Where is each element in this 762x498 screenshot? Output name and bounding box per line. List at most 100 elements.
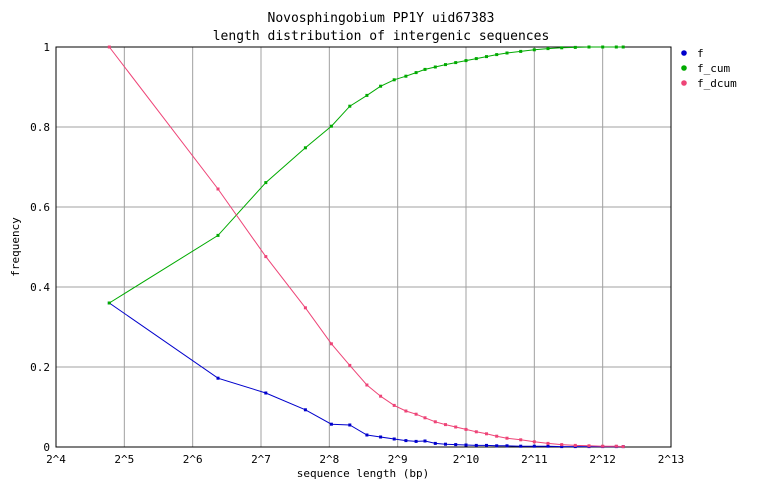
data-point: [365, 433, 369, 437]
data-point: [546, 444, 550, 448]
data-point: [573, 443, 577, 447]
data-point: [454, 443, 458, 447]
data-point: [485, 432, 488, 436]
data-point: [433, 65, 437, 69]
data-point: [107, 301, 111, 305]
data-point: [216, 233, 220, 237]
y-tick-label: 0: [43, 441, 50, 454]
data-point: [519, 444, 523, 448]
data-point: [560, 46, 564, 50]
series-layer: [107, 45, 625, 449]
data-point: [216, 376, 220, 380]
data-point: [454, 61, 458, 65]
data-point: [264, 391, 268, 395]
chart-title: Novosphingobium PP1Y uid67383: [268, 11, 495, 26]
data-point: [303, 408, 307, 412]
legend: f f_cum f_dcum: [681, 47, 737, 90]
data-point: [621, 445, 625, 449]
data-point: [495, 444, 499, 448]
data-point: [365, 383, 369, 387]
data-point: [532, 48, 536, 52]
data-point: [601, 45, 605, 49]
x-tick-label: 2^11: [521, 453, 548, 466]
series-line: [109, 302, 624, 448]
series-f: [107, 301, 625, 449]
data-point: [392, 78, 396, 82]
data-point: [392, 403, 396, 407]
data-point: [532, 444, 536, 448]
data-point: [601, 444, 605, 448]
x-tick-label: 2^10: [453, 453, 480, 466]
data-point: [495, 434, 499, 438]
data-point: [365, 93, 369, 97]
y-tick-label: 0.4: [30, 281, 50, 294]
x-tick-label: 2^8: [319, 453, 339, 466]
data-point: [495, 53, 499, 57]
legend-label: f_cum: [697, 62, 730, 75]
y-tick-label: 0.2: [30, 361, 50, 374]
data-point: [614, 444, 618, 448]
x-tick-label: 2^5: [114, 453, 134, 466]
data-point: [379, 394, 383, 398]
data-point: [348, 363, 352, 367]
series-line: [108, 46, 624, 448]
data-point: [264, 181, 268, 185]
data-point: [505, 436, 509, 440]
data-point: [423, 416, 427, 420]
data-point: [519, 49, 523, 53]
legend-marker: [681, 50, 687, 56]
legend-item: f_dcum: [681, 77, 737, 90]
data-point: [444, 63, 447, 67]
y-tick-label: 1: [43, 41, 50, 54]
data-point: [621, 45, 625, 49]
data-point: [348, 423, 352, 427]
data-point: [587, 444, 591, 448]
data-point: [560, 443, 564, 447]
data-point: [485, 443, 488, 447]
data-point: [505, 51, 509, 55]
data-point: [454, 425, 458, 429]
x-tick-label: 2^4: [46, 453, 66, 466]
data-point: [464, 443, 468, 447]
data-point: [404, 439, 408, 443]
data-point: [414, 71, 418, 75]
data-point: [464, 427, 468, 431]
data-point: [546, 47, 550, 51]
series-line: [109, 46, 624, 304]
x-tick-label: 2^12: [589, 453, 616, 466]
chart-subtitle: length distribution of intergenic sequen…: [213, 29, 550, 44]
data-point: [379, 84, 383, 88]
legend-marker: [681, 80, 687, 86]
plot-frame: [55, 46, 672, 448]
data-point: [303, 146, 307, 150]
data-point: [303, 306, 307, 310]
data-point: [614, 45, 618, 49]
data-point: [404, 409, 408, 413]
data-point: [444, 442, 447, 446]
data-point: [474, 57, 478, 61]
data-point: [264, 255, 268, 259]
series-f-dcum: [107, 45, 625, 449]
data-point: [485, 55, 488, 59]
y-tick-label: 0.6: [30, 201, 50, 214]
data-point: [560, 445, 564, 449]
data-point: [444, 423, 447, 427]
legend-item: f_cum: [681, 62, 730, 75]
data-point: [433, 441, 437, 445]
data-point: [379, 435, 383, 439]
data-point: [392, 437, 396, 441]
data-point: [423, 439, 427, 443]
legend-item: f: [681, 47, 704, 60]
data-point: [587, 45, 591, 49]
x-tick-label: 2^6: [183, 453, 203, 466]
y-tick-label: 0.8: [30, 121, 50, 134]
data-point: [532, 440, 536, 444]
data-point: [474, 443, 478, 447]
grid: [56, 47, 671, 447]
data-point: [107, 45, 111, 49]
data-point: [216, 187, 220, 191]
data-point: [404, 74, 408, 78]
data-point: [573, 45, 577, 49]
x-axis-label: sequence length (bp): [297, 467, 429, 480]
